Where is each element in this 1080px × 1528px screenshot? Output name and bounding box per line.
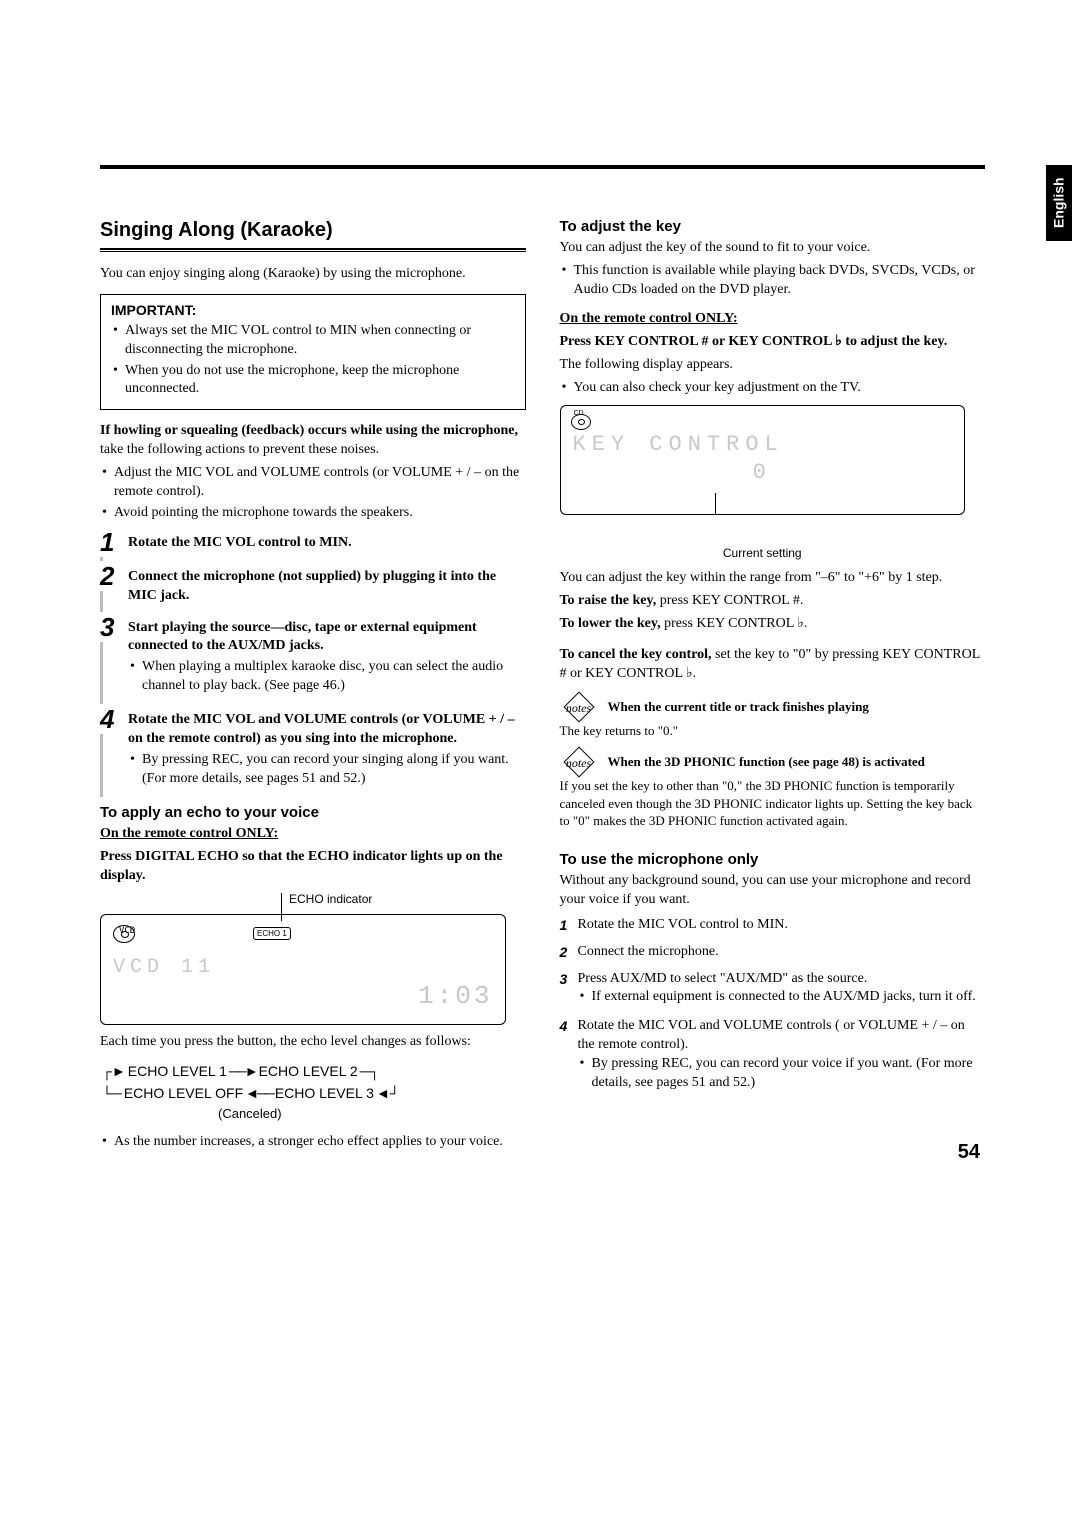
notes-icon: notes [560,692,604,722]
echo-press: Press DIGITAL ECHO so that the ECHO indi… [100,849,503,883]
step-text: Rotate the MIC VOL control to MIN. [128,535,352,550]
title-underline [100,248,526,251]
mic-step-num: 4 [560,1017,578,1095]
cancel-key: To cancel the key control, set the key t… [560,646,986,684]
note1-bold: When the current title or track finishes… [608,699,869,714]
echo-heading: To apply an echo to your voice [100,803,526,823]
important-item: When you do not use the microphone, keep… [125,362,515,400]
step-number: 2 [100,563,124,606]
key-heading: To adjust the key [560,217,986,237]
step-subtext: By pressing REC, you can record your sin… [142,751,526,789]
right-column: To adjust the key You can adjust the key… [560,217,986,1154]
key-intro: You can adjust the key of the sound to f… [560,239,986,258]
mic-step-num: 2 [560,943,578,962]
mic-step-text: Connect the microphone. [578,943,986,962]
key-range: You can adjust the key within the range … [560,569,986,588]
mic-only-steps: 1 Rotate the MIC VOL control to MIN. 2 C… [560,916,986,1095]
remote-only-label: On the remote control ONLY: [560,311,738,326]
howl-item: Adjust the MIC VOL and VOLUME controls (… [114,464,526,502]
key-lcd-display: CD KEY CONTROL 0 [560,405,966,514]
lcd-line1: VCD 11 [113,954,493,981]
raise-key: To raise the key, press KEY CONTROL #. [560,592,986,611]
page-number: 54 [958,1139,980,1166]
mic-step-num: 3 [560,970,578,1010]
intro-para: You can enjoy singing along (Karaoke) by… [100,265,526,284]
step-text: Connect the microphone (not supplied) by… [128,569,496,603]
key-following: The following display appears. [560,356,986,375]
howl-item: Avoid pointing the microphone towards th… [114,504,526,523]
mic-step-text: Press AUX/MD to select "AUX/MD" as the s… [578,971,868,986]
important-box: IMPORTANT: Always set the MIC VOL contro… [100,294,526,410]
canceled-label: (Canceled) [218,1104,526,1125]
mic-step-num: 1 [560,916,578,935]
key-bullet: This function is available while playing… [574,262,986,300]
step-list: 1 Rotate the MIC VOL control to MIN. 2 C… [100,529,526,791]
step-number: 4 [100,706,124,791]
step-subtext: When playing a multiplex karaoke disc, y… [142,658,526,696]
mic-only-intro: Without any background sound, you can us… [560,872,986,910]
echo-note: As the number increases, a stronger echo… [114,1133,526,1152]
mic-only-heading: To use the microphone only [560,850,986,870]
step-text: Start playing the source—disc, tape or e… [128,620,477,654]
note1-text: The key returns to "0." [560,722,986,740]
lcd-line2: 1:03 [113,979,493,1014]
important-item: Always set the MIC VOL control to MIN wh… [125,322,515,360]
mic-step-text: Rotate the MIC VOL control to MIN. [578,916,986,935]
current-setting-label: Current setting [540,545,986,561]
lcd-display: ECHO indicator VCD ECHO 1 VCD 11 1:03 [100,914,506,1025]
step-number: 1 [100,529,124,555]
note2-bold: When the 3D PHONIC function (see page 48… [608,754,925,769]
key-lcd-line1: KEY CONTROL [573,430,953,460]
remote-only-label: On the remote control ONLY: [100,826,278,841]
echo-level-cycle: ┌► ECHO LEVEL 1 ECHO LEVEL 2 ─┐ └─ ECHO … [108,1060,526,1126]
key-press: Press KEY CONTROL # or KEY CONTROL ♭ to … [560,334,948,349]
notes-icon: notes [560,747,604,777]
step-text: Rotate the MIC VOL and VOLUME controls (… [128,712,515,746]
section-title: Singing Along (Karaoke) [100,217,526,244]
important-heading: IMPORTANT: [111,301,515,320]
key-lcd-line2: 0 [573,458,953,488]
echo-badge: ECHO 1 [253,927,291,940]
mic-step-subtext: If external equipment is connected to th… [592,988,986,1007]
key-check-tv: You can also check your key adjustment o… [574,379,986,398]
step-number: 3 [100,614,124,699]
howling-para: If howling or squealing (feedback) occur… [100,422,526,460]
note2-text: If you set the key to other than "0," th… [560,777,986,830]
mic-step-subtext: By pressing REC, you can record your voi… [592,1055,986,1093]
echo-indicator-label: ECHO indicator [289,891,372,907]
each-time-para: Each time you press the button, the echo… [100,1033,526,1052]
top-rule [100,165,985,169]
lower-key: To lower the key, press KEY CONTROL ♭. [560,615,986,634]
mic-step-text: Rotate the MIC VOL and VOLUME controls (… [578,1018,965,1052]
left-column: Singing Along (Karaoke) You can enjoy si… [100,217,526,1154]
